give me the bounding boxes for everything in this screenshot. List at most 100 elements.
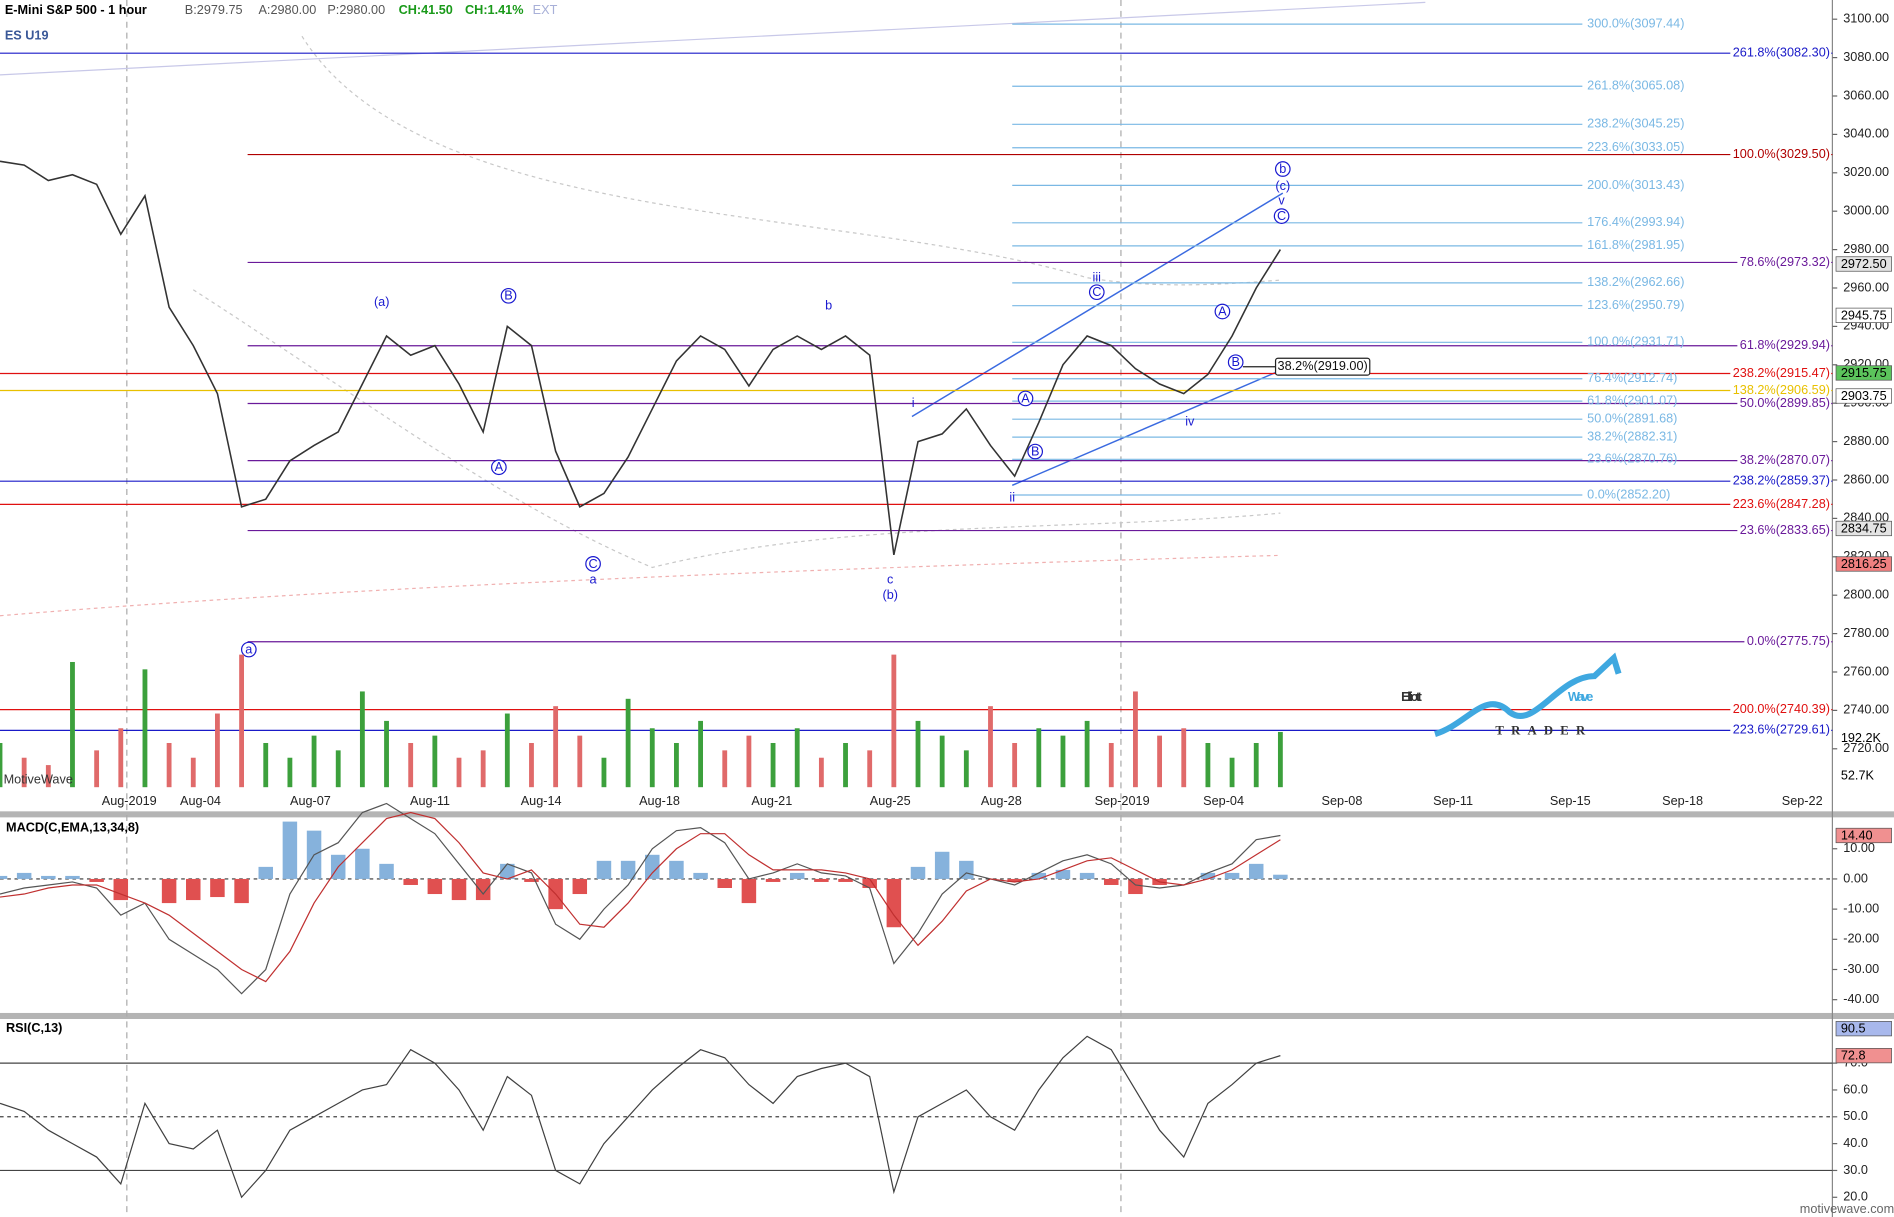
- label-bg: [1730, 45, 1832, 61]
- y-tick-label: 2860.00: [1843, 472, 1889, 486]
- wave-label: C: [1092, 285, 1101, 299]
- y-tick-label: 2960.00: [1843, 280, 1889, 294]
- fib-level-label: 100.0%(3029.50): [1733, 147, 1830, 161]
- axis-tag-label: 2915.75: [1841, 366, 1887, 380]
- volume-bar: [867, 750, 873, 788]
- wave-circle: [1214, 303, 1231, 320]
- wave-circle: [1088, 284, 1105, 301]
- wave-label: A: [1218, 304, 1227, 318]
- fib-level-label: 61.8%(2929.94): [1740, 338, 1830, 352]
- label-bg: [1730, 702, 1832, 717]
- volume-bar: [843, 742, 848, 788]
- volume-bar: [432, 735, 438, 788]
- wave-circle: [240, 641, 257, 658]
- volume-bar: [1108, 742, 1114, 788]
- volume-bar: [553, 706, 559, 788]
- axis-tag-label: 2903.75: [1841, 389, 1887, 403]
- fib-level-label: 78.6%(2973.32): [1740, 255, 1830, 269]
- histogram-bar: [741, 878, 757, 904]
- histogram-bar: [717, 878, 732, 888]
- fib-level-label: 23.6%(2833.65): [1740, 523, 1830, 537]
- volume-bar: [480, 750, 486, 788]
- watermark: MotiveWave: [4, 772, 73, 786]
- logo-text: Wave: [1568, 690, 1593, 704]
- last-price: P:2980.00: [327, 3, 385, 17]
- wave-circle: [1017, 390, 1034, 407]
- fib-level-label: 0.0%(2775.75): [1747, 634, 1830, 648]
- histogram-bar: [89, 878, 104, 882]
- y-tick-label: -20.00: [1843, 932, 1879, 946]
- wave-label: ii: [1009, 490, 1015, 504]
- wave-label: (a): [374, 295, 390, 309]
- histogram-bar: [475, 878, 491, 901]
- volume-bar: [504, 713, 510, 788]
- fib-level-label: 238.2%(2915.47): [1733, 366, 1830, 380]
- axis-tag-label: 2945.75: [1841, 308, 1887, 322]
- x-tick-label: Aug-07: [290, 794, 331, 808]
- x-tick-label: Sep-04: [1203, 794, 1244, 808]
- wave-label: v: [1278, 193, 1285, 207]
- wave-label: C: [1277, 209, 1286, 223]
- volume-bar: [1084, 720, 1090, 788]
- x-tick-label: Aug-14: [521, 794, 562, 808]
- wave-label: A: [1021, 391, 1030, 405]
- axis-tag-label: 2972.50: [1841, 257, 1887, 271]
- histogram-bar: [355, 848, 370, 879]
- projection-label: 76.4%(2912.74): [1587, 371, 1677, 385]
- axis-tag: [1835, 1048, 1892, 1064]
- volume-bar: [1133, 691, 1138, 788]
- x-tick-label: Aug-28: [981, 794, 1022, 808]
- ma-line: [0, 1, 1426, 76]
- y-tick-label: 2720.00: [1843, 741, 1889, 755]
- histogram-bar: [814, 878, 829, 882]
- volume-bar: [1181, 728, 1187, 788]
- y-tick-label: 40.0: [1843, 1136, 1868, 1150]
- projection-label: 300.0%(3097.44): [1587, 16, 1684, 30]
- x-tick-label: Sep-22: [1782, 794, 1823, 808]
- wave-label: a: [590, 572, 598, 586]
- y-tick-label: 3020.00: [1843, 165, 1889, 179]
- projection-label: 50.0%(2891.68): [1587, 412, 1677, 426]
- y-tick-label: 50.0: [1843, 1109, 1868, 1123]
- fib-level-label: 238.2%(2859.37): [1733, 474, 1830, 488]
- volume-bar: [698, 720, 704, 788]
- axis-tag: [1835, 256, 1892, 272]
- projection-label: 23.6%(2870.76): [1587, 452, 1677, 466]
- plot-layer: 2720.002740.002760.002780.002800.002820.…: [0, 12, 1892, 1204]
- volume-bar: [166, 742, 172, 788]
- ma-line: [0, 554, 1281, 617]
- histogram-bar: [113, 878, 129, 901]
- change-percent: CH:1.41%: [465, 3, 523, 17]
- y-tick-label: 60.0: [1843, 1082, 1868, 1096]
- fib-level-label: 223.6%(2847.28): [1733, 497, 1830, 511]
- histogram-bar: [862, 878, 877, 888]
- x-tick-label: Sep-2019: [1095, 794, 1150, 808]
- wave-label: (c): [1275, 179, 1290, 193]
- axis-tag: [1835, 1021, 1892, 1037]
- wave-circle: [1273, 208, 1290, 224]
- volume-bar: [529, 742, 534, 788]
- projection-label: 238.2%(3045.25): [1587, 117, 1684, 131]
- x-tick-label: Aug-2019: [102, 794, 157, 808]
- pane-separator: [0, 811, 1894, 818]
- label-bg: [1730, 366, 1832, 381]
- volume-bar: [263, 742, 269, 788]
- logo-subtext: TRADER: [1495, 724, 1592, 738]
- label-bg: [1730, 147, 1832, 162]
- histogram-bar: [1055, 869, 1071, 879]
- histogram-bar: [910, 866, 926, 879]
- histogram-bar: [427, 878, 443, 895]
- pane-separator: [0, 1012, 1894, 1019]
- instrument-title: E-Mini S&P 500 - 1 hour: [5, 3, 147, 17]
- histogram-bar: [65, 875, 80, 879]
- histogram-bar: [934, 851, 950, 879]
- histogram-bar: [838, 878, 853, 882]
- histogram-bar: [451, 878, 467, 901]
- volume-bar: [1157, 735, 1163, 788]
- volume-bar: [0, 742, 3, 788]
- ma-line: [301, 35, 1281, 286]
- histogram-bar: [693, 872, 708, 879]
- wave-circle: [1027, 443, 1044, 460]
- histogram-bar: [41, 875, 56, 879]
- wave-label: b: [1279, 162, 1286, 176]
